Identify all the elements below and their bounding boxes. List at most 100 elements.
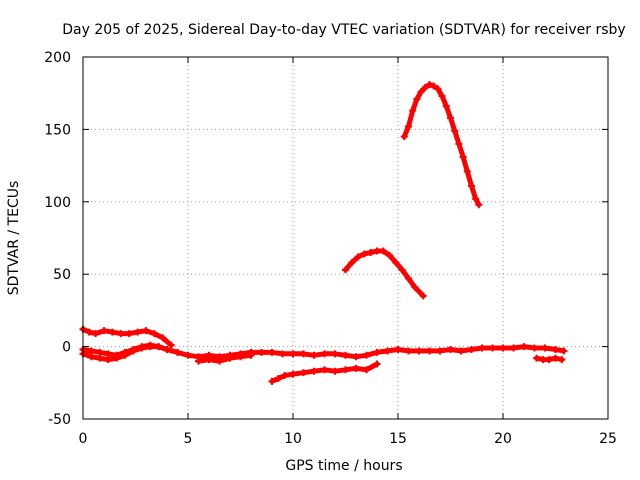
data-point [463,167,471,175]
data-point [92,330,100,338]
data-point [96,354,104,362]
series-track-6 [342,247,427,300]
data-point [279,350,286,358]
series-track-2 [79,341,568,361]
data-point [447,114,454,122]
data-point [100,327,108,335]
x-tick-label: 25 [599,431,617,447]
data-point [300,369,307,377]
data-point [129,347,137,355]
data-point [539,356,547,364]
data-point [274,374,282,382]
data-point [348,259,356,267]
data-point [489,344,496,352]
data-point [117,330,125,338]
data-point [360,250,368,258]
data-point [125,330,133,338]
data-point [419,292,427,300]
data-point [531,344,538,352]
data-point [415,347,423,355]
data-point [472,195,480,203]
plot-area-frame [82,56,609,420]
x-axis-label: GPS time / hours [285,458,402,474]
y-tick-label: 100 [44,195,71,211]
data-point [405,123,412,131]
data-point [352,364,360,372]
data-point [392,259,400,267]
x-tick-label: 10 [284,431,302,447]
data-series [79,81,568,385]
data-point [354,253,362,261]
y-tick-label: 0 [62,340,71,356]
data-point [417,88,425,96]
data-point [247,351,255,359]
data-point [442,102,450,110]
data-point [520,343,528,351]
data-point [552,354,559,362]
data-point [379,247,387,255]
data-point [499,344,507,352]
data-point [438,92,446,100]
data-point [85,328,93,336]
x-tick-label: 15 [389,431,407,447]
data-point [258,348,265,356]
data-point [195,357,202,365]
data-point [363,366,370,374]
data-point [398,266,406,274]
data-point [342,351,349,359]
data-point [455,140,463,148]
data-point [560,347,568,355]
data-point [342,366,349,374]
data-point [409,107,417,115]
series-track-5 [268,360,381,385]
data-point [451,127,459,135]
data-point [475,201,483,209]
data-point [405,347,412,355]
data-point [331,367,339,375]
y-tick-label: 50 [53,267,71,283]
y-tick-label: 150 [44,122,71,138]
data-point [237,353,244,361]
y-tick-label: -50 [48,412,71,428]
series-track [401,82,482,208]
data-point [394,345,402,353]
chart-title: Day 205 of 2025, Sidereal Day-to-day VTE… [62,22,625,38]
data-point [459,153,467,161]
data-point [108,328,116,336]
data-point [167,341,175,349]
y-axis-label: SDTVAR / TECUs [6,181,22,296]
data-point [150,330,158,338]
data-point [121,351,129,359]
x-tick-label: 20 [494,431,512,447]
data-point [268,348,276,356]
data-point [321,366,328,374]
data-point [421,83,429,91]
x-tick-label: 5 [184,431,193,447]
data-point [478,344,486,352]
data-point [457,347,465,355]
data-point [468,182,475,190]
data-point [373,247,381,255]
data-point [146,343,154,351]
data-point [426,81,433,89]
data-point [310,351,318,359]
data-point [436,347,444,355]
data-point [142,327,150,335]
data-point [184,351,192,359]
data-point [363,351,370,359]
data-point [447,345,454,353]
data-point [411,283,419,291]
data-point [289,350,297,358]
data-point [155,343,163,351]
series-track-8 [533,354,566,364]
data-point [405,275,412,283]
data-point [321,350,328,358]
data-point [373,360,381,368]
data-point [104,356,112,364]
data-point [289,370,297,378]
data-point [367,248,375,256]
data-point [400,133,408,141]
data-point [174,348,181,356]
data-point [281,372,289,380]
